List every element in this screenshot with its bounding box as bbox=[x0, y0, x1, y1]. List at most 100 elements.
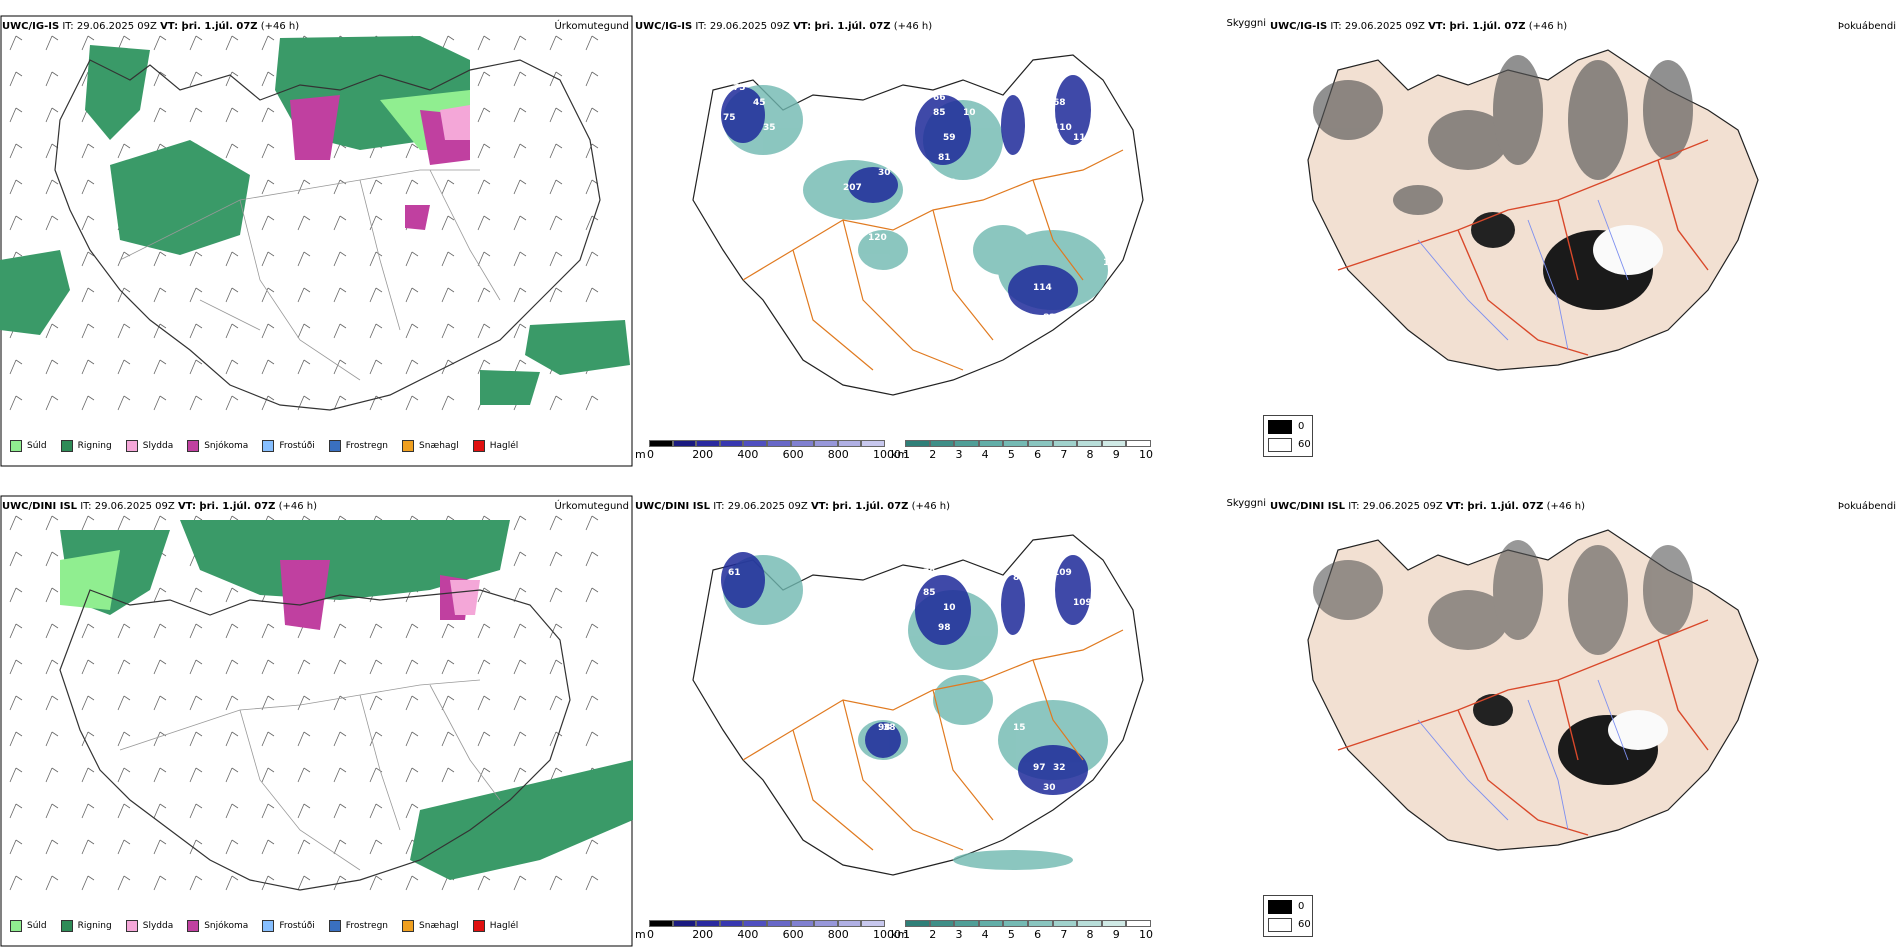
wind-barb bbox=[585, 623, 599, 639]
colorbar-tick-label: 8 bbox=[1086, 928, 1094, 941]
colorbar-tick-label: 600 bbox=[782, 928, 804, 941]
legend-label: Snæhagl bbox=[419, 921, 459, 931]
legend-label: Súld bbox=[27, 921, 47, 931]
wind-barb bbox=[441, 215, 455, 231]
colorbar-tick-label: 5 bbox=[1007, 928, 1015, 941]
wind-barb bbox=[369, 875, 383, 891]
wind-barb bbox=[45, 623, 59, 639]
road-network bbox=[742, 149, 1124, 371]
cloud-height-label: 82 bbox=[1043, 313, 1056, 323]
wind-barb bbox=[153, 395, 167, 411]
wind-barb bbox=[81, 35, 95, 51]
wind-barb bbox=[585, 875, 599, 891]
wind-barb bbox=[9, 143, 23, 159]
wind-barb bbox=[333, 215, 347, 231]
wind-barb bbox=[189, 803, 203, 819]
row2-precip-legend: Súld Rigning Slydda Snjókoma Frostúði Frostre… bbox=[4, 920, 526, 932]
wind-barb bbox=[81, 251, 95, 267]
colorbar-segment bbox=[1003, 920, 1028, 927]
colorbar-segment bbox=[790, 920, 815, 927]
sleet-area bbox=[440, 105, 470, 140]
legend-label: Súld bbox=[27, 441, 47, 451]
wind-barb bbox=[9, 839, 23, 855]
legend-label: Slydda bbox=[142, 921, 174, 931]
colorbar-unit: km bbox=[891, 448, 909, 461]
wind-barb bbox=[189, 107, 203, 123]
wind-barb bbox=[405, 767, 419, 783]
wind-barb bbox=[9, 767, 23, 783]
wind-barb bbox=[45, 587, 59, 603]
cloud-height-label: 51 bbox=[1083, 308, 1096, 318]
wind-barb bbox=[261, 35, 275, 51]
wind-barb bbox=[477, 35, 491, 51]
row2-fog-panel: UWC/DINI ISL IT: 29.06.2025 09Z VT: þri.… bbox=[1268, 480, 1900, 950]
cloud-height-label: 207 bbox=[843, 183, 862, 193]
colorbar-segment bbox=[1126, 440, 1151, 447]
wind-barb bbox=[405, 359, 419, 375]
wind-barb bbox=[81, 731, 95, 747]
row1-cloud-panel: UWC/IG-IS IT: 29.06.2025 09Z VT: þri. 1.… bbox=[633, 0, 1313, 470]
wind-barb bbox=[477, 695, 491, 711]
wind-barb bbox=[81, 215, 95, 231]
colorbar-segment bbox=[719, 920, 744, 927]
row1-height-colorbar: m 0 200 400 600 800 1000 bbox=[635, 440, 901, 461]
wind-barb bbox=[405, 875, 419, 891]
colorbar-segment bbox=[861, 920, 885, 927]
wind-barb bbox=[225, 623, 239, 639]
wind-barb bbox=[405, 803, 419, 819]
colorbar-tick-label: 6 bbox=[1034, 448, 1042, 461]
wind-barb bbox=[441, 623, 455, 639]
wind-barb bbox=[297, 659, 311, 675]
wind-barb bbox=[117, 287, 131, 303]
wind-barb bbox=[9, 35, 23, 51]
wind-barb bbox=[477, 767, 491, 783]
row1-precip-panel: UWC/IG-IS IT: 29.06.2025 09Z VT: þri. 1.… bbox=[0, 0, 633, 470]
wind-barb bbox=[189, 35, 203, 51]
wind-barb bbox=[189, 695, 203, 711]
road-network bbox=[742, 629, 1124, 851]
legend-label: Haglél bbox=[489, 921, 519, 931]
wind-barb bbox=[9, 875, 23, 891]
wind-barb bbox=[585, 839, 599, 855]
cloud-height-label: 38 bbox=[883, 723, 896, 733]
wind-barb bbox=[549, 515, 563, 531]
wind-barb bbox=[153, 875, 167, 891]
wind-barb bbox=[297, 731, 311, 747]
wind-barb bbox=[81, 323, 95, 339]
row2-fog-colorbox: 0 60 bbox=[1263, 895, 1313, 937]
wind-barb bbox=[585, 515, 599, 531]
colorbar-tick-label: 1000 bbox=[873, 928, 901, 941]
wind-barb bbox=[81, 179, 95, 195]
wind-barb bbox=[369, 287, 383, 303]
cloud-height-label: 35 bbox=[763, 123, 776, 133]
wind-barb bbox=[9, 215, 23, 231]
rain-area-north bbox=[180, 520, 510, 600]
wind-barb bbox=[441, 251, 455, 267]
wind-barb bbox=[297, 875, 311, 891]
colorbar-tick-label: 200 bbox=[692, 448, 714, 461]
wind-barb bbox=[477, 215, 491, 231]
colorbar-segment bbox=[978, 920, 1004, 927]
wind-barb bbox=[117, 359, 131, 375]
wind-barb bbox=[333, 803, 347, 819]
cloud-height-label: 58 bbox=[943, 568, 956, 578]
wind-barb bbox=[405, 395, 419, 411]
legend-label: Frostregn bbox=[345, 921, 389, 931]
colorbar-tick-label: 6 bbox=[1034, 928, 1042, 941]
wind-barb bbox=[513, 731, 527, 747]
cloud-height-label: 87 bbox=[1013, 573, 1026, 583]
colorbar-segment bbox=[929, 920, 955, 927]
colorbar-segment bbox=[814, 440, 838, 447]
wind-barb bbox=[45, 803, 59, 819]
rain-area-west bbox=[110, 140, 250, 255]
legend-label: Frostúði bbox=[279, 921, 315, 931]
colorbar-tick-label: 10 bbox=[1139, 448, 1153, 461]
fog-road-network bbox=[1337, 619, 1709, 836]
road-network bbox=[119, 679, 501, 871]
legend-swatch bbox=[472, 440, 485, 452]
wind-barb bbox=[513, 179, 527, 195]
cloud-height-label: 32 bbox=[1053, 763, 1066, 773]
row1-fog-map bbox=[1307, 49, 1759, 371]
wind-barb bbox=[9, 731, 23, 747]
wind-barb bbox=[297, 395, 311, 411]
